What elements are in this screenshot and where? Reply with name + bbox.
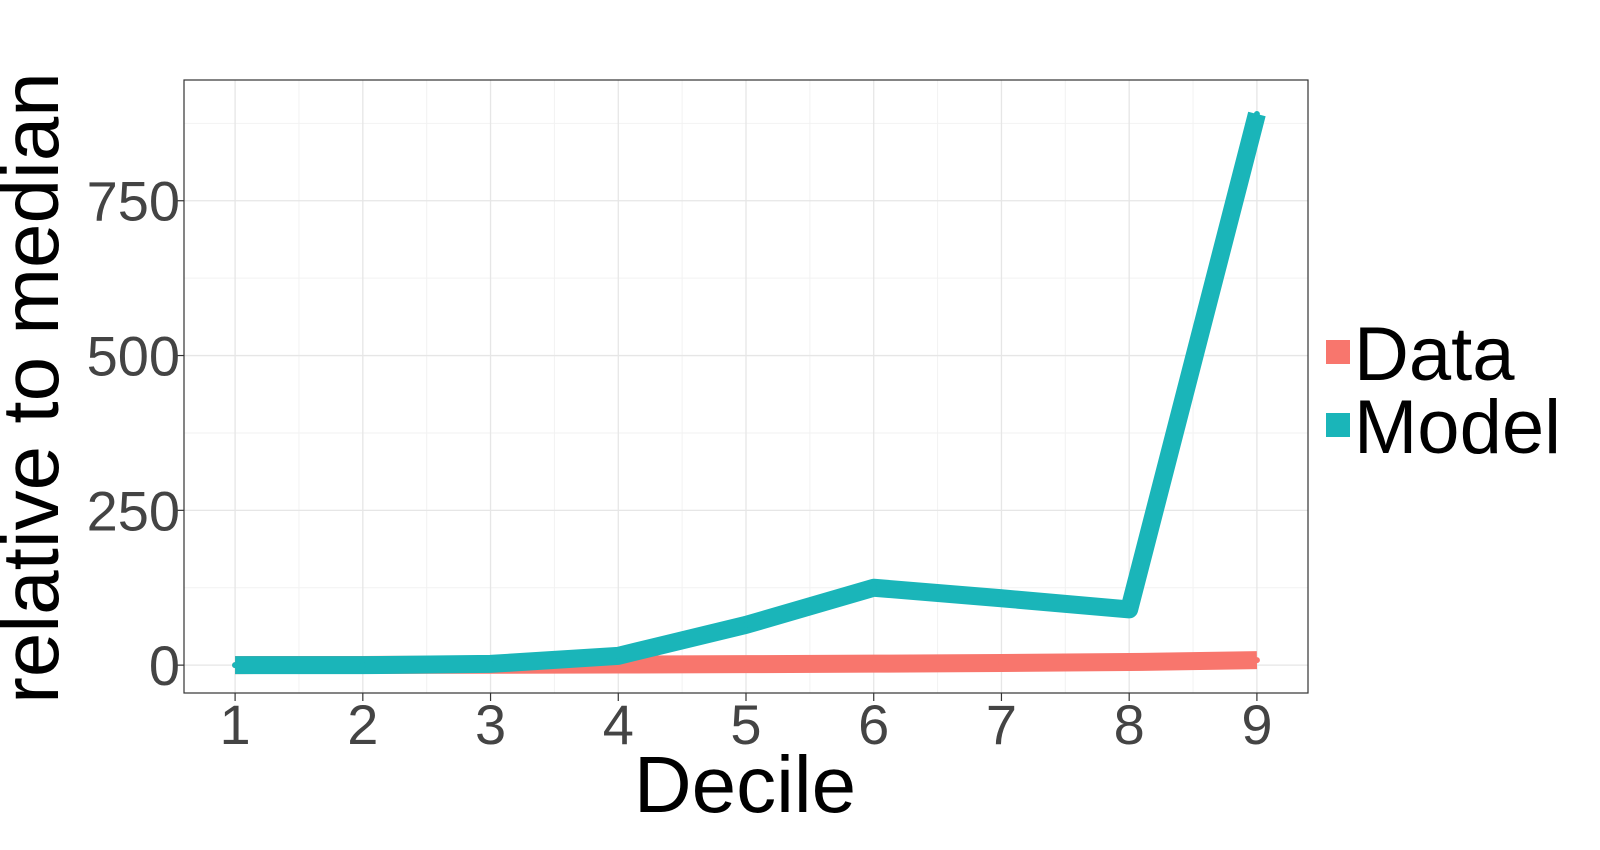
data-point-data — [870, 660, 877, 667]
y-tick-label: 750 — [87, 170, 180, 233]
legend-key-data — [1326, 340, 1350, 364]
data-point-model — [998, 595, 1005, 602]
data-point-model — [870, 584, 877, 591]
data-point-data — [1126, 659, 1133, 666]
x-tick-label: 5 — [730, 693, 761, 756]
legend-key-model — [1326, 413, 1350, 437]
x-axis-title: Decile — [634, 740, 856, 829]
legend-label-data: Data — [1354, 312, 1515, 397]
x-tick-label: 1 — [220, 693, 251, 756]
x-tick-label: 3 — [475, 693, 506, 756]
data-point-data — [743, 661, 749, 668]
data-point-model — [232, 662, 239, 669]
y-tick-label: 250 — [87, 479, 180, 542]
series-layer — [232, 111, 1266, 675]
x-axis: 1 2 3 4 5 6 7 8 9 — [220, 693, 1272, 756]
legend-label-model: Model — [1354, 385, 1561, 470]
y-axis: 0 250 500 750 — [87, 170, 184, 697]
data-point-model — [1253, 111, 1260, 118]
x-tick-label: 6 — [858, 693, 889, 756]
x-tick-label: 7 — [986, 693, 1017, 756]
x-tick-label: 8 — [1114, 693, 1145, 756]
x-tick-label: 2 — [347, 693, 378, 756]
x-tick-label: 9 — [1241, 693, 1272, 756]
data-point-model — [359, 662, 366, 669]
x-tick-label: 4 — [603, 693, 634, 756]
data-point-data — [1253, 657, 1260, 664]
data-point-data — [998, 659, 1005, 666]
data-point-model — [743, 621, 749, 628]
data-point-model — [615, 652, 622, 659]
data-point-model — [487, 660, 494, 667]
y-tick-label: 500 — [87, 325, 180, 388]
y-tick-label: 0 — [149, 634, 180, 697]
data-point-model — [1126, 606, 1133, 613]
y-axis-title: relative to median — [0, 72, 75, 703]
